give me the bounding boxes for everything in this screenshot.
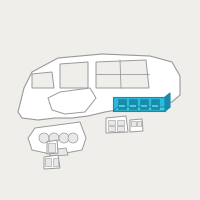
Bar bbox=[117, 126, 124, 131]
Polygon shape bbox=[50, 148, 68, 156]
Polygon shape bbox=[28, 122, 86, 155]
Polygon shape bbox=[60, 62, 88, 88]
Circle shape bbox=[39, 133, 49, 143]
Bar bbox=[140, 99, 148, 109]
Polygon shape bbox=[18, 54, 180, 120]
Bar bbox=[137, 121, 141, 126]
Bar bbox=[130, 105, 136, 107]
Bar bbox=[119, 105, 125, 107]
Polygon shape bbox=[48, 88, 96, 114]
Polygon shape bbox=[106, 116, 128, 133]
Circle shape bbox=[59, 133, 69, 143]
Circle shape bbox=[49, 133, 59, 143]
Bar bbox=[129, 99, 137, 109]
Bar bbox=[141, 105, 147, 107]
Polygon shape bbox=[44, 155, 60, 169]
Bar bbox=[131, 121, 136, 126]
Bar bbox=[117, 120, 124, 125]
Bar bbox=[53, 158, 58, 166]
Polygon shape bbox=[113, 97, 165, 111]
Polygon shape bbox=[113, 107, 170, 111]
Circle shape bbox=[68, 133, 78, 143]
Bar bbox=[108, 126, 115, 131]
Bar bbox=[108, 120, 115, 125]
Polygon shape bbox=[47, 140, 58, 154]
Polygon shape bbox=[32, 72, 54, 88]
Bar bbox=[48, 143, 55, 152]
Bar bbox=[118, 99, 126, 109]
Polygon shape bbox=[96, 60, 149, 88]
Polygon shape bbox=[130, 119, 143, 132]
Bar bbox=[45, 158, 51, 166]
Bar bbox=[152, 105, 158, 107]
Bar bbox=[151, 99, 159, 109]
Polygon shape bbox=[165, 93, 170, 111]
